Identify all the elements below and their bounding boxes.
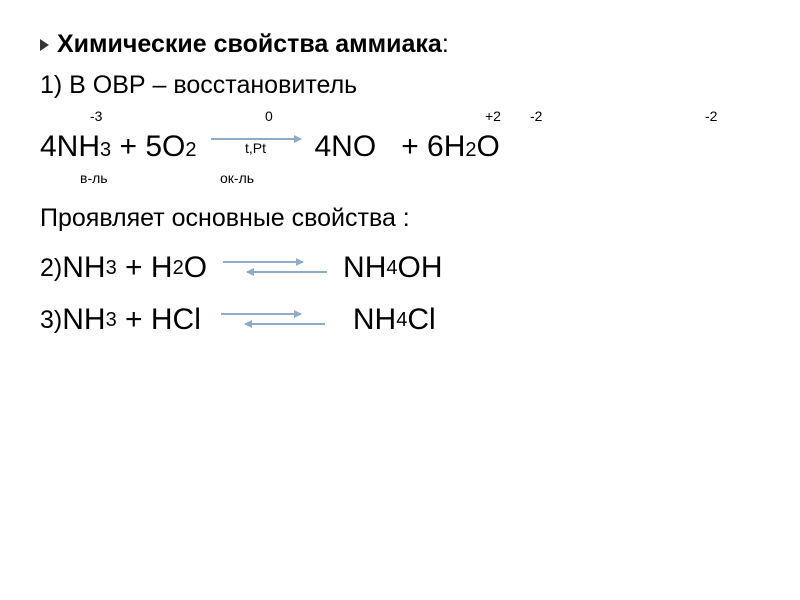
arrow-forward-icon bbox=[221, 313, 301, 315]
arrow-back-icon bbox=[247, 271, 327, 273]
eq3-rhs-sub: 4 bbox=[396, 309, 407, 332]
slide: Химические свойства аммиака : 1) В ОВР –… bbox=[0, 0, 800, 600]
eq1-lhs-b: 5O bbox=[145, 130, 185, 164]
equation-2: 2) NH3 + H2O NH4OH bbox=[40, 251, 760, 285]
eq2-rhs-sub: 4 bbox=[386, 257, 397, 280]
equation-3: 3) NH3 + HCl NH4Cl bbox=[40, 303, 760, 337]
arrow-back-icon bbox=[245, 323, 325, 325]
eq1-lhs-a: 4NH bbox=[40, 130, 100, 164]
eq1-plus2: + bbox=[376, 130, 427, 164]
oxidizer-label: ок-ль bbox=[220, 170, 254, 186]
eq3-lhs: NH bbox=[62, 303, 105, 337]
eq1-rhs-b: 6H bbox=[427, 130, 465, 164]
eq1-arrow: t,Pt bbox=[211, 138, 301, 156]
eq3-rhs2: Cl bbox=[407, 303, 435, 337]
title-row: Химические свойства аммиака : bbox=[40, 30, 760, 59]
eq2-lhs: NH bbox=[62, 251, 105, 285]
ox-o-minus2a: -2 bbox=[530, 108, 542, 124]
eq1-rhs-a: 4NO bbox=[315, 130, 377, 164]
oxidation-states-row: -3 0 +2 -2 -2 bbox=[40, 108, 760, 130]
eq1-conditions: t,Pt bbox=[245, 140, 266, 156]
eq3-equilibrium-arrow bbox=[221, 313, 325, 327]
eq1-lhs-b-sub: 2 bbox=[185, 139, 196, 162]
eq2-rhs2: OH bbox=[398, 251, 443, 285]
eq2-rhs: NH bbox=[343, 251, 386, 285]
eq2-plus-sub: 2 bbox=[173, 257, 184, 280]
ox-n-plus2: +2 bbox=[485, 108, 501, 124]
eq2-equilibrium-arrow bbox=[223, 261, 327, 275]
slide-title: Химические свойства аммиака bbox=[57, 30, 442, 59]
eq2-plus2: O bbox=[184, 251, 207, 285]
eq3-rhs: NH bbox=[353, 303, 396, 337]
eq3-lhs-sub: 3 bbox=[106, 309, 117, 332]
eq1-rhs-c: O bbox=[477, 130, 500, 164]
eq3-plus: + HCl bbox=[117, 303, 201, 337]
ox-o-zero: 0 bbox=[265, 108, 273, 124]
eq2-lhs-sub: 3 bbox=[106, 257, 117, 280]
line-basic-props: Проявляет основные свойства : bbox=[40, 204, 760, 233]
line-redox: 1) В ОВР – восстановитель bbox=[40, 71, 760, 100]
eq3-num: 3) bbox=[40, 306, 62, 335]
equation-1: 4NH3 + 5O2 t,Pt 4NO + 6H2O bbox=[40, 130, 760, 164]
eq2-num: 2) bbox=[40, 254, 62, 283]
eq1-plus1: + bbox=[111, 130, 145, 164]
bullet-icon bbox=[40, 39, 49, 51]
title-colon: : bbox=[442, 30, 449, 59]
arrow-forward-icon bbox=[223, 261, 303, 263]
eq1-rhs-b-sub: 2 bbox=[465, 139, 476, 162]
eq2-plus: + H bbox=[117, 251, 173, 285]
ox-o-minus2b: -2 bbox=[705, 108, 717, 124]
eq1-lhs-a-sub: 3 bbox=[100, 139, 111, 162]
ox-n-minus3: -3 bbox=[90, 108, 102, 124]
role-labels-row: в-ль ок-ль bbox=[40, 170, 760, 190]
reducer-label: в-ль bbox=[80, 170, 108, 186]
